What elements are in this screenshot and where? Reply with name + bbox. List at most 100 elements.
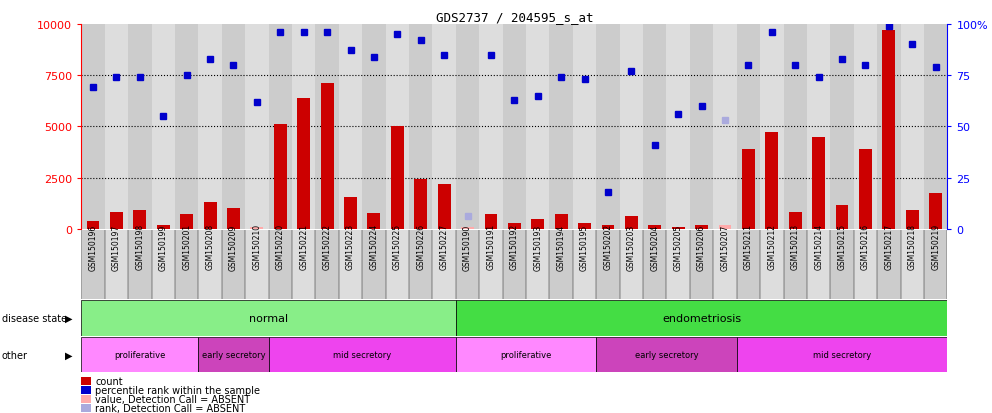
Bar bbox=[508, 223, 521, 229]
Bar bbox=[625, 217, 638, 229]
Bar bbox=[479, 25, 503, 229]
Bar bbox=[245, 25, 269, 229]
Bar bbox=[596, 230, 620, 299]
Bar bbox=[269, 230, 292, 299]
Bar bbox=[620, 25, 643, 229]
Text: other: other bbox=[2, 350, 28, 360]
Bar bbox=[532, 219, 545, 229]
Bar bbox=[222, 230, 245, 299]
Bar bbox=[175, 230, 198, 299]
Bar bbox=[81, 337, 198, 373]
Bar bbox=[620, 230, 643, 299]
Bar bbox=[461, 227, 474, 229]
Bar bbox=[362, 25, 386, 229]
Bar bbox=[81, 300, 456, 337]
Bar bbox=[391, 127, 404, 229]
Bar bbox=[596, 337, 737, 373]
Bar bbox=[198, 337, 269, 373]
Bar bbox=[555, 215, 567, 229]
Bar bbox=[550, 25, 572, 229]
Bar bbox=[877, 25, 901, 229]
Bar bbox=[742, 150, 755, 229]
Bar bbox=[526, 25, 550, 229]
Bar bbox=[737, 337, 947, 373]
Bar bbox=[877, 230, 901, 299]
Bar bbox=[572, 25, 596, 229]
Bar bbox=[766, 133, 779, 229]
Bar bbox=[456, 300, 947, 337]
Bar bbox=[760, 230, 784, 299]
Bar bbox=[695, 225, 708, 229]
Title: GDS2737 / 204595_s_at: GDS2737 / 204595_s_at bbox=[435, 11, 593, 24]
Bar bbox=[596, 25, 620, 229]
Bar bbox=[718, 225, 731, 229]
Text: proliferative: proliferative bbox=[500, 351, 552, 359]
Bar bbox=[906, 211, 919, 229]
Bar bbox=[830, 25, 854, 229]
Text: value, Detection Call = ABSENT: value, Detection Call = ABSENT bbox=[95, 394, 250, 404]
Text: early secretory: early secretory bbox=[635, 351, 698, 359]
Bar bbox=[339, 230, 362, 299]
Text: ▶: ▶ bbox=[64, 313, 72, 323]
Bar bbox=[105, 230, 128, 299]
Bar bbox=[930, 193, 942, 229]
Bar bbox=[667, 230, 689, 299]
Bar bbox=[292, 230, 315, 299]
Bar bbox=[883, 31, 896, 229]
Bar bbox=[415, 179, 428, 229]
Bar bbox=[175, 25, 198, 229]
Bar bbox=[81, 230, 105, 299]
Bar bbox=[157, 225, 170, 229]
Bar bbox=[409, 230, 433, 299]
Bar bbox=[713, 25, 737, 229]
Bar bbox=[859, 150, 872, 229]
Bar bbox=[601, 225, 614, 229]
Bar bbox=[484, 215, 497, 229]
Bar bbox=[737, 230, 760, 299]
Bar bbox=[667, 25, 689, 229]
Bar bbox=[689, 230, 713, 299]
Bar bbox=[198, 25, 222, 229]
Bar bbox=[222, 25, 245, 229]
Bar bbox=[643, 25, 667, 229]
Bar bbox=[437, 184, 450, 229]
Bar bbox=[298, 98, 310, 229]
Bar bbox=[456, 337, 596, 373]
Bar bbox=[181, 215, 193, 229]
Bar bbox=[269, 337, 456, 373]
Bar bbox=[672, 227, 684, 229]
Text: count: count bbox=[95, 376, 123, 386]
Bar bbox=[320, 84, 333, 229]
Bar bbox=[456, 230, 479, 299]
Text: normal: normal bbox=[249, 313, 288, 323]
Bar bbox=[578, 223, 591, 229]
Bar bbox=[250, 227, 263, 229]
Bar bbox=[924, 25, 947, 229]
Bar bbox=[643, 230, 667, 299]
Bar bbox=[274, 125, 287, 229]
Bar bbox=[433, 230, 456, 299]
Bar bbox=[901, 230, 924, 299]
Bar bbox=[315, 25, 339, 229]
Bar bbox=[456, 25, 479, 229]
Bar bbox=[362, 230, 386, 299]
Bar bbox=[503, 25, 526, 229]
Bar bbox=[503, 230, 526, 299]
Bar bbox=[315, 230, 339, 299]
Bar bbox=[806, 25, 830, 229]
Bar bbox=[526, 230, 550, 299]
Bar bbox=[479, 230, 503, 299]
Bar bbox=[689, 25, 713, 229]
Bar bbox=[784, 25, 806, 229]
Bar bbox=[901, 25, 924, 229]
Bar bbox=[344, 197, 357, 229]
Bar bbox=[386, 25, 409, 229]
Bar bbox=[806, 230, 830, 299]
Bar bbox=[572, 230, 596, 299]
Bar bbox=[128, 25, 152, 229]
Bar bbox=[409, 25, 433, 229]
Bar bbox=[133, 211, 146, 229]
Bar bbox=[198, 230, 222, 299]
Bar bbox=[105, 25, 128, 229]
Bar bbox=[760, 25, 784, 229]
